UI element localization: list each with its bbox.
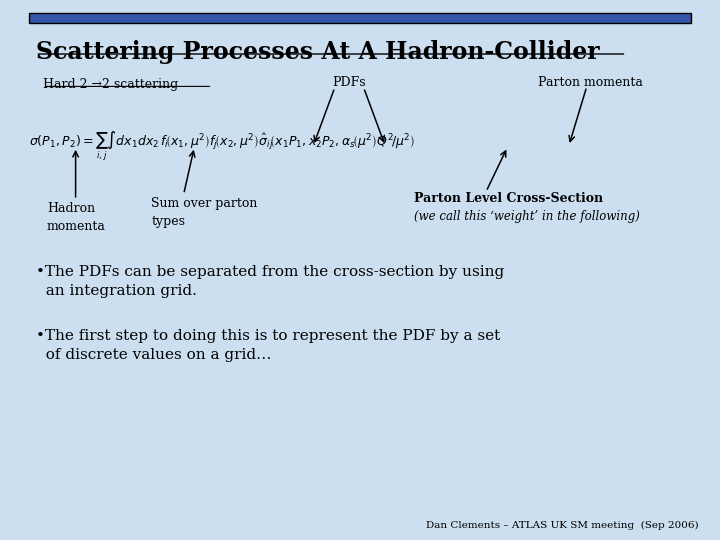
Text: Scattering Processes At A Hadron-Collider: Scattering Processes At A Hadron-Collide… [36,40,600,64]
Text: momenta: momenta [47,220,106,233]
Text: Hard 2 →2 scattering: Hard 2 →2 scattering [43,78,179,91]
Text: (we call this ‘weight’ in the following): (we call this ‘weight’ in the following) [414,210,640,222]
Text: Parton Level Cross-Section: Parton Level Cross-Section [414,192,603,205]
Text: PDFs: PDFs [333,76,366,89]
Text: Hadron: Hadron [47,202,95,215]
Text: Sum over parton: Sum over parton [151,197,258,210]
Text: types: types [151,215,185,228]
Text: Parton momenta: Parton momenta [538,76,643,89]
Text: $\sigma(P_1,P_2){=}\sum_{i,j}\int dx_1dx_2\,f_i\!\left(x_1,\mu^2\right)f_j\!\lef: $\sigma(P_1,P_2){=}\sum_{i,j}\int dx_1dx… [29,130,415,163]
Text: of discrete values on a grid…: of discrete values on a grid… [36,348,271,362]
Text: •The PDFs can be separated from the cross-section by using: •The PDFs can be separated from the cros… [36,265,504,279]
Text: an integration grid.: an integration grid. [36,284,197,298]
Text: Dan Clements – ATLAS UK SM meeting  (Sep 2006): Dan Clements – ATLAS UK SM meeting (Sep … [426,521,698,530]
FancyBboxPatch shape [29,13,691,23]
Text: •The first step to doing this is to represent the PDF by a set: •The first step to doing this is to repr… [36,329,500,343]
